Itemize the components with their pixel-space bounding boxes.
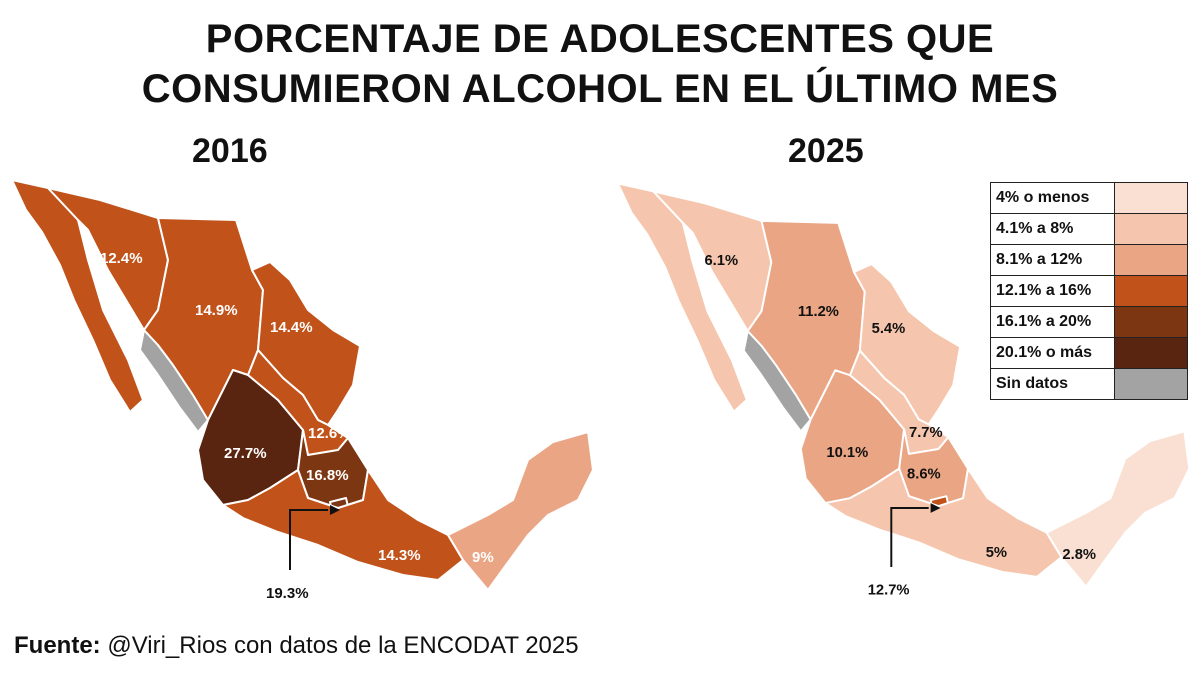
value-label-centro-norte: 12.6% bbox=[308, 425, 351, 442]
map-2016: 12.4% 14.9% 14.4% 27.7% 12.6% 16.8% 14.3… bbox=[8, 170, 608, 610]
title-line-2: CONSUMIERON ALCOHOL EN EL ÚLTIMO MES bbox=[141, 67, 1059, 111]
year-label-2025: 2025 bbox=[788, 132, 864, 170]
value-label-centro-sur: 14.3% bbox=[378, 547, 421, 564]
value-label-centro: 16.8% bbox=[306, 467, 349, 484]
legend-swatch bbox=[1115, 369, 1187, 399]
legend-swatch bbox=[1115, 338, 1187, 368]
title-line-1: PORCENTAJE DE ADOLESCENTES QUE bbox=[205, 17, 995, 61]
value-label-norcentral: 11.2% bbox=[798, 304, 839, 320]
value-label-ciudad-de-mexico: 19.3% bbox=[266, 585, 309, 602]
legend-label: Sin datos bbox=[991, 369, 1115, 399]
legend-swatch bbox=[1115, 245, 1187, 275]
legend-item: 8.1% a 12% bbox=[991, 245, 1187, 276]
value-label-centro-norte: 7.7% bbox=[909, 425, 943, 441]
value-label-sur: 9% bbox=[472, 549, 494, 566]
legend-swatch bbox=[1115, 214, 1187, 244]
legend-label: 12.1% a 16% bbox=[991, 276, 1115, 306]
map-2025-svg: 6.1% 11.2% 5.4% 10.1% 7.7% 8.6% 5% 2.8% … bbox=[616, 182, 1191, 599]
value-label-occidental: 27.7% bbox=[224, 445, 267, 462]
legend-label: 16.1% a 20% bbox=[991, 307, 1115, 337]
value-label-nororiental: 14.4% bbox=[270, 319, 313, 336]
legend-item: 4.1% a 8% bbox=[991, 214, 1187, 245]
legend-label: 8.1% a 12% bbox=[991, 245, 1115, 275]
legend-item: 4% o menos bbox=[991, 183, 1187, 214]
value-label-noroccidental: 6.1% bbox=[704, 253, 738, 269]
legend: 4% o menos 4.1% a 8% 8.1% a 12% 12.1% a … bbox=[990, 182, 1188, 400]
source-note: Fuente: @Viri_Rios con datos de la ENCOD… bbox=[14, 632, 579, 660]
legend-label: 4% o menos bbox=[991, 183, 1115, 213]
year-label-2016: 2016 bbox=[192, 132, 268, 170]
legend-label: 20.1% o más bbox=[991, 338, 1115, 368]
source-prefix: Fuente: bbox=[14, 632, 101, 659]
value-label-norcentral: 14.9% bbox=[195, 302, 238, 319]
region-centro-norte bbox=[247, 349, 349, 456]
map-2016-svg: 12.4% 14.9% 14.4% 27.7% 12.6% 16.8% 14.3… bbox=[11, 179, 594, 602]
value-label-centro-sur: 5% bbox=[986, 545, 1007, 561]
cdmx-pointer: 12.7% bbox=[868, 503, 941, 599]
legend-swatch bbox=[1115, 183, 1187, 213]
legend-item: Sin datos bbox=[991, 369, 1187, 399]
source-text: @Viri_Rios con datos de la ENCODAT 2025 bbox=[100, 632, 579, 659]
legend-label: 4.1% a 8% bbox=[991, 214, 1115, 244]
legend-item: 12.1% a 16% bbox=[991, 276, 1187, 307]
chart-title: PORCENTAJE DE ADOLESCENTES QUE CONSUMIER… bbox=[0, 14, 1200, 114]
value-label-noroccidental: 12.4% bbox=[100, 250, 143, 267]
region-centro-sur bbox=[824, 467, 1063, 578]
cdmx-pointer: 19.3% bbox=[266, 505, 340, 602]
region-centro-norte bbox=[849, 349, 950, 455]
legend-item: 16.1% a 20% bbox=[991, 307, 1187, 338]
region-centro-sur bbox=[222, 469, 464, 581]
region-sur bbox=[447, 431, 594, 591]
region-baja-california bbox=[616, 182, 748, 413]
value-label-nororiental: 5.4% bbox=[872, 321, 906, 337]
value-label-occidental: 10.1% bbox=[826, 445, 868, 461]
region-baja-california bbox=[11, 179, 144, 413]
legend-swatch bbox=[1115, 307, 1187, 337]
legend-swatch bbox=[1115, 276, 1187, 306]
value-label-ciudad-de-mexico: 12.7% bbox=[868, 583, 910, 599]
map-2025: 6.1% 11.2% 5.4% 10.1% 7.7% 8.6% 5% 2.8% … bbox=[614, 170, 1200, 610]
region-sur bbox=[1045, 430, 1191, 588]
value-label-centro: 8.6% bbox=[907, 467, 941, 483]
legend-item: 20.1% o más bbox=[991, 338, 1187, 369]
value-label-sur: 2.8% bbox=[1062, 547, 1096, 563]
